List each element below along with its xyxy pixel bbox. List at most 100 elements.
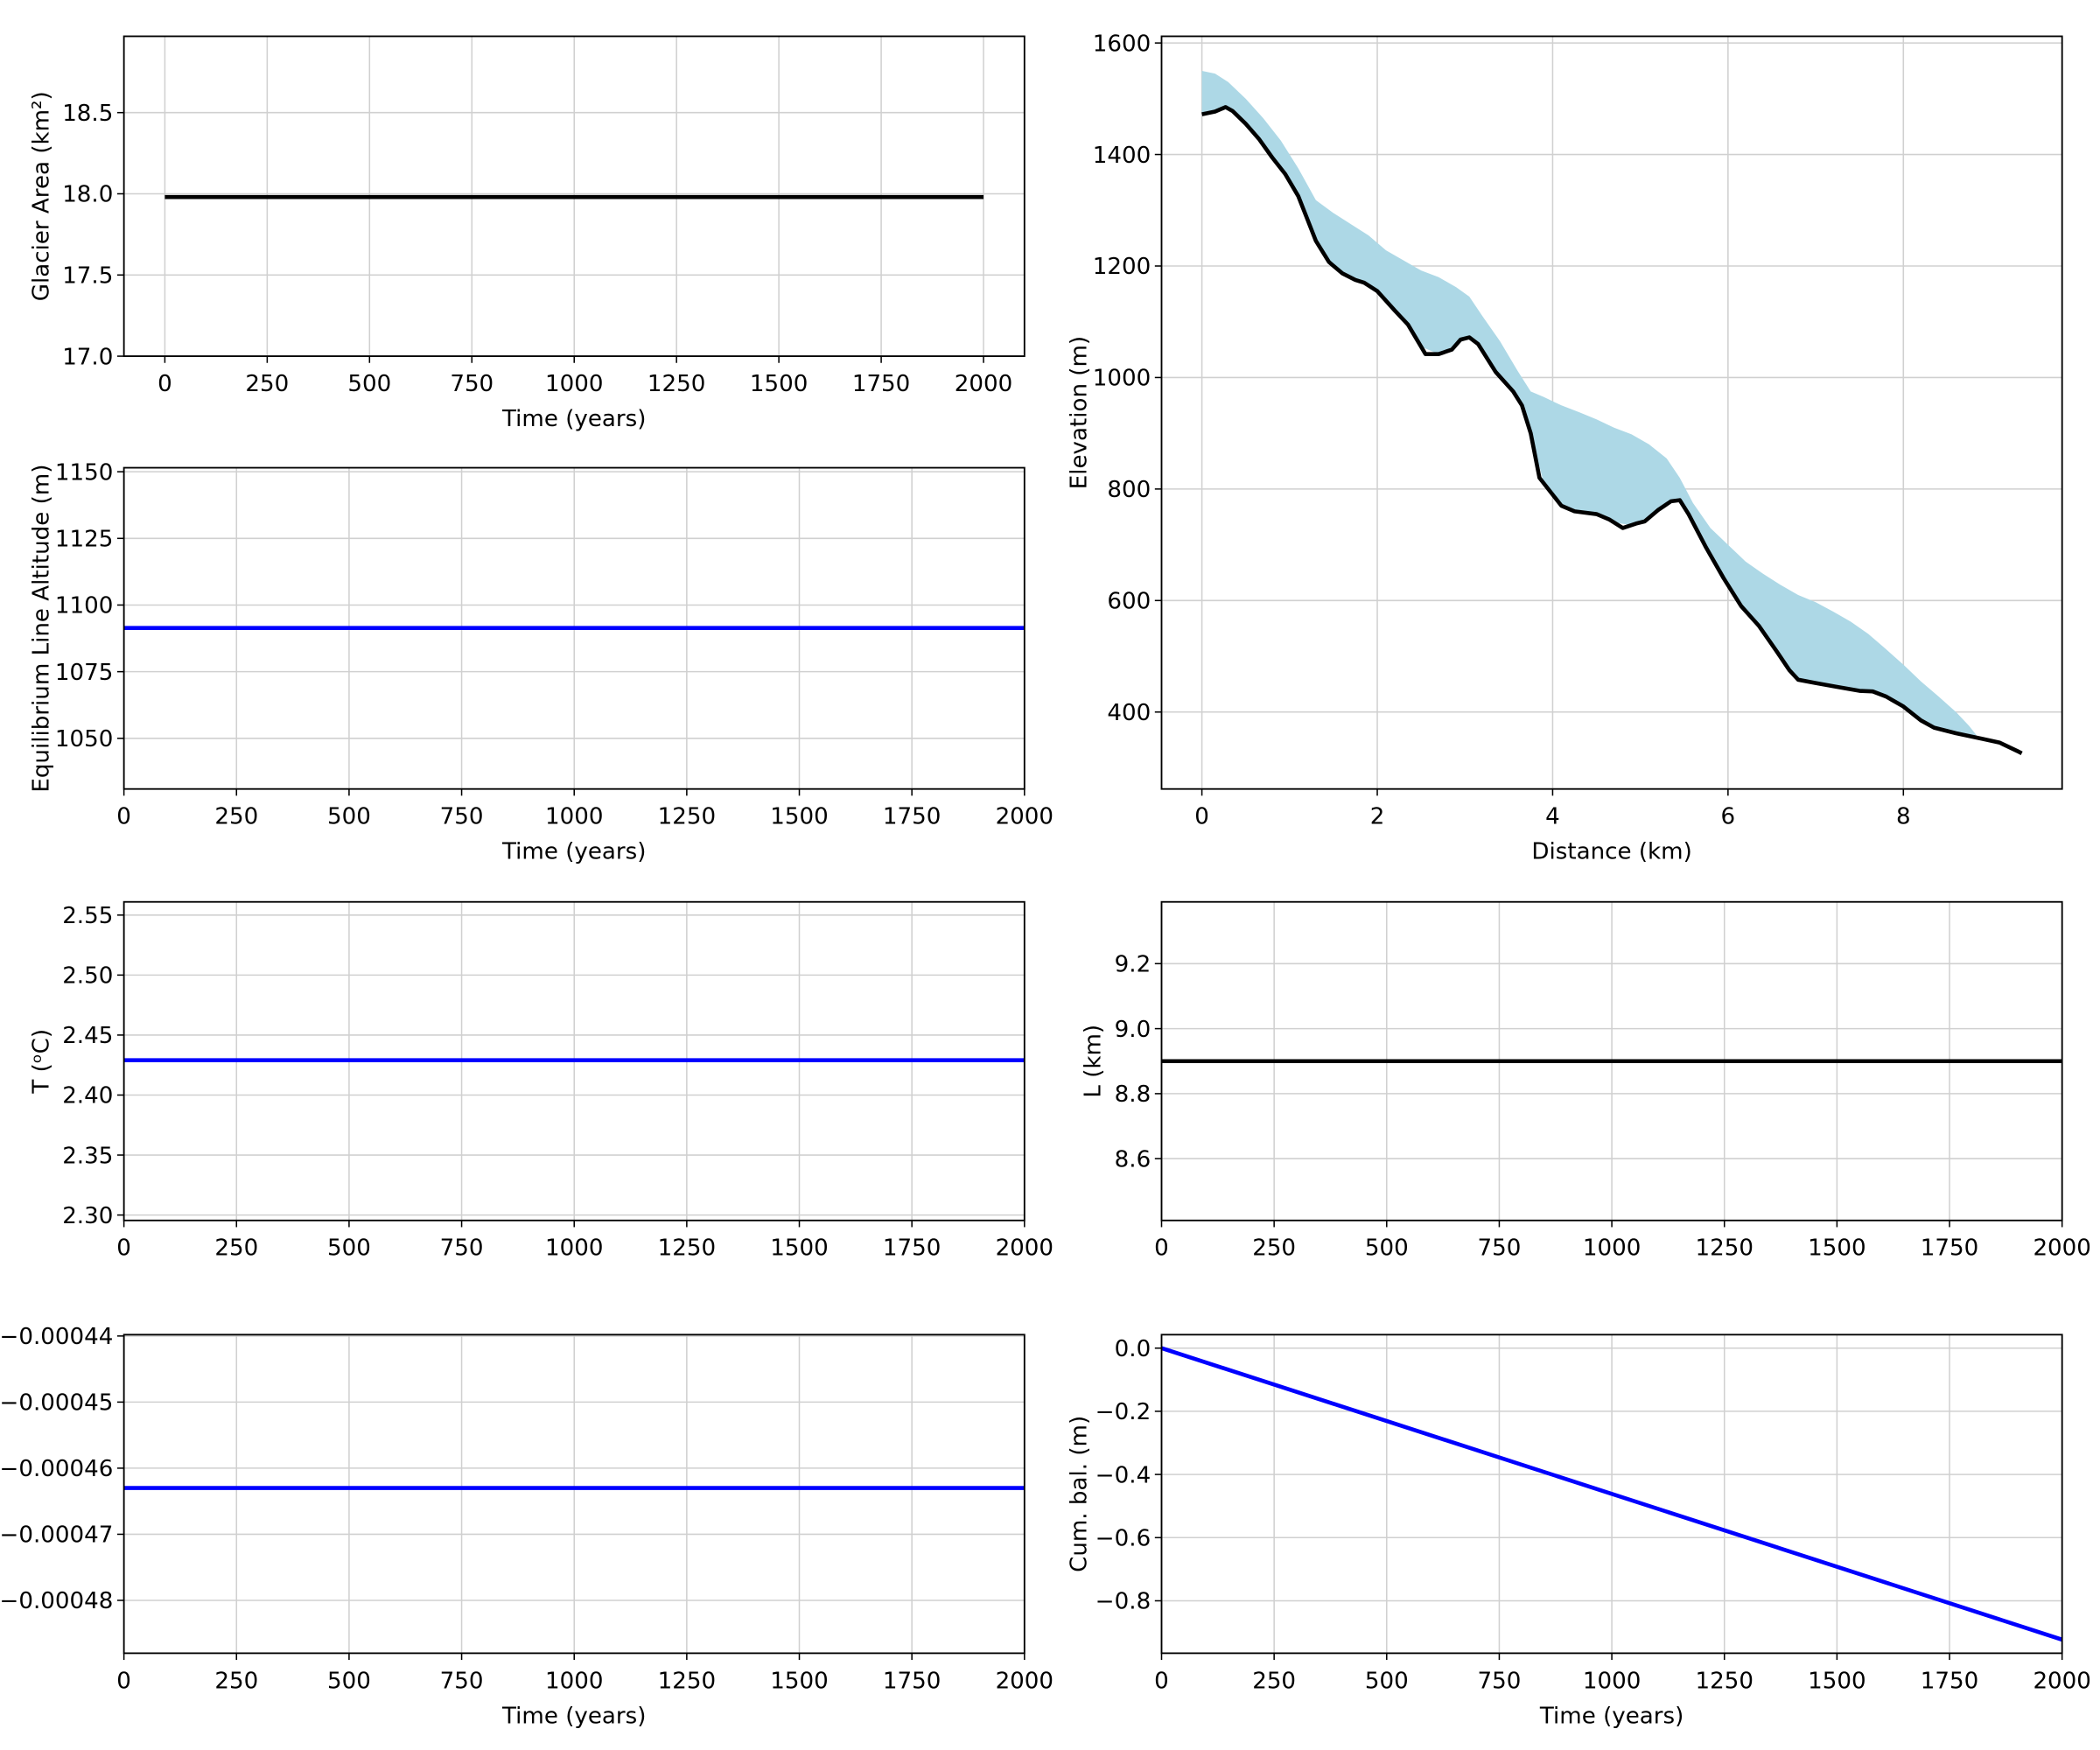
y-tick-label: 1125: [55, 527, 113, 553]
x-tick-label: 750: [450, 371, 494, 397]
x-tick-label: 250: [214, 804, 258, 830]
x-tick-label: 750: [440, 1668, 484, 1694]
x-tick-label: 1500: [770, 1236, 828, 1262]
x-tick-label: 250: [214, 1668, 258, 1694]
y-axis-label: Glacier Area (km²): [29, 91, 55, 301]
x-axis-label: Time (years): [501, 1703, 646, 1729]
x-tick-label: 750: [440, 804, 484, 830]
x-tick-label: 750: [440, 1236, 484, 1262]
x-tick-label: 1250: [1696, 1668, 1754, 1694]
data-line: [1161, 1346, 2062, 1642]
x-tick-label: 1500: [1808, 1236, 1866, 1262]
x-tick-label: 1000: [1583, 1236, 1641, 1262]
x-tick-label: 2000: [996, 1236, 1054, 1262]
ice-area: [1201, 70, 1978, 738]
x-tick-label: 1000: [545, 1236, 603, 1262]
x-tick-label: 250: [214, 1236, 258, 1262]
x-tick-label: 1750: [883, 1236, 941, 1262]
x-tick-label: 1250: [648, 371, 705, 397]
y-tick-label: −0.8: [1096, 1589, 1151, 1615]
x-tick-label: 2000: [955, 371, 1012, 397]
y-tick-label: 400: [1107, 700, 1151, 726]
y-tick-label: 8.6: [1115, 1146, 1152, 1172]
x-tick-label: 1750: [883, 1668, 941, 1694]
x-tick-label: 2: [1370, 804, 1385, 830]
axes-frame: [122, 466, 1026, 790]
x-tick-label: 0: [116, 1668, 131, 1694]
y-axis-label: Cum. bal. (m): [1066, 1416, 1092, 1572]
y-tick-label: 2.35: [62, 1143, 113, 1169]
plot-area: [1201, 70, 2023, 755]
x-tick-label: 6: [1721, 804, 1736, 830]
y-tick-label: 800: [1107, 477, 1151, 503]
x-tick-label: 1000: [1583, 1668, 1641, 1694]
y-tick-label: −0.00048: [0, 1588, 113, 1614]
x-tick-label: 1000: [545, 804, 603, 830]
x-tick-label: 0: [1194, 804, 1209, 830]
x-tick-label: 1500: [750, 371, 808, 397]
y-tick-label: 8.8: [1115, 1082, 1152, 1108]
axes-frame: [1160, 35, 2063, 790]
x-tick-label: 0: [158, 371, 172, 397]
x-tick-label: 1250: [1696, 1236, 1754, 1262]
y-tick-label: 2.55: [62, 903, 113, 929]
x-tick-label: 1500: [770, 804, 828, 830]
x-tick-label: 1250: [658, 804, 716, 830]
x-tick-label: 500: [327, 1668, 371, 1694]
y-tick-label: 1600: [1093, 31, 1151, 57]
x-tick-label: 2000: [2033, 1668, 2090, 1694]
y-tick-label: −0.00046: [0, 1456, 113, 1482]
x-tick-label: 2000: [996, 804, 1054, 830]
x-tick-label: 750: [1478, 1236, 1522, 1262]
y-tick-label: 1400: [1093, 143, 1151, 169]
y-axis-label: Equilibrium Line Altitude (m): [29, 465, 55, 793]
x-tick-label: 1000: [545, 1668, 603, 1694]
x-tick-label: 4: [1545, 804, 1560, 830]
x-tick-label: 500: [327, 1236, 371, 1262]
y-tick-label: −0.00047: [0, 1522, 113, 1549]
x-tick-label: 1750: [883, 804, 941, 830]
y-axis-label: L (km): [1081, 1025, 1107, 1098]
y-tick-label: 1100: [55, 593, 113, 620]
y-tick-label: −0.00045: [0, 1390, 113, 1417]
x-tick-label: 1250: [658, 1236, 716, 1262]
x-tick-label: 1750: [1921, 1236, 1978, 1262]
x-tick-label: 1500: [1808, 1668, 1866, 1694]
x-axis-label: Time (years): [501, 839, 646, 865]
x-tick-label: 1750: [852, 371, 910, 397]
x-tick-label: 1750: [1921, 1668, 1978, 1694]
y-tick-label: 17.0: [62, 344, 113, 370]
x-tick-label: 0: [116, 1236, 131, 1262]
x-tick-label: 8: [1896, 804, 1911, 830]
y-tick-label: 9.0: [1115, 1017, 1152, 1043]
axes-frame: [122, 900, 1026, 1222]
x-tick-label: 1000: [545, 371, 603, 397]
x-axis-label: Time (years): [501, 406, 646, 432]
y-axis-label: Elevation (m): [1066, 336, 1092, 489]
y-tick-label: 1075: [55, 660, 113, 686]
chart-panel: 0 250 500 750 1000 1250 1500 1750 2000 −0.00044 −0…: [0, 1324, 1054, 1729]
chart-panel: 0 250 500 750 1000 1250 1500 1750 2000 17.0 17.5 18…: [29, 35, 1026, 432]
x-tick-label: 2000: [2033, 1236, 2090, 1262]
y-tick-label: 2.45: [62, 1023, 113, 1049]
y-tick-label: −0.4: [1096, 1462, 1151, 1488]
plot-area: [1161, 1346, 2062, 1642]
axes-frame: [1160, 1334, 2063, 1655]
x-axis-label: Distance (km): [1531, 839, 1691, 865]
y-tick-label: 2.40: [62, 1083, 113, 1110]
y-tick-label: 18.5: [62, 101, 113, 127]
y-tick-label: 1050: [55, 726, 113, 752]
x-tick-label: 0: [1154, 1668, 1169, 1694]
chart-panel: 0 250 500 750 1000 1250 1500 1750 2000 0.0 −0.2 −0.…: [1066, 1334, 2091, 1729]
y-tick-label: 1200: [1093, 254, 1151, 280]
x-tick-label: 500: [347, 371, 391, 397]
y-tick-label: 1150: [55, 459, 113, 486]
x-tick-label: 500: [1365, 1236, 1409, 1262]
x-tick-label: 250: [245, 371, 289, 397]
y-tick-label: −0.00044: [0, 1324, 113, 1350]
x-tick-label: 0: [116, 804, 131, 830]
y-tick-label: −0.2: [1096, 1399, 1151, 1425]
y-tick-label: 2.50: [62, 963, 113, 990]
axes-frame: [122, 1334, 1026, 1655]
